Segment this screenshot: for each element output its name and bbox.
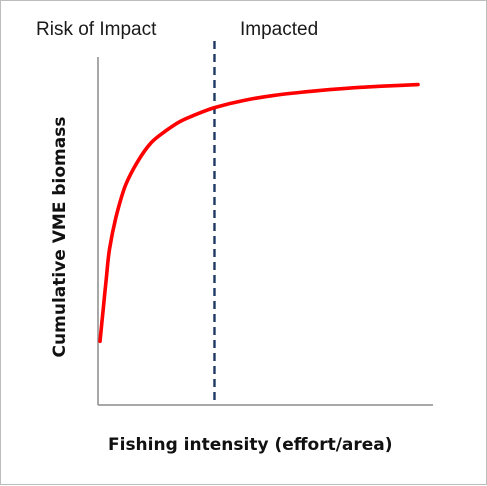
region-label-risk-of-impact: Risk of Impact: [36, 19, 157, 40]
region-label-impacted: Impacted: [240, 19, 318, 40]
y-axis-label: Cumulative VME biomass: [50, 117, 70, 358]
series-line-vme-biomass: [98, 82, 420, 344]
x-axis-label: Fishing intensity (effort/area): [108, 435, 393, 455]
